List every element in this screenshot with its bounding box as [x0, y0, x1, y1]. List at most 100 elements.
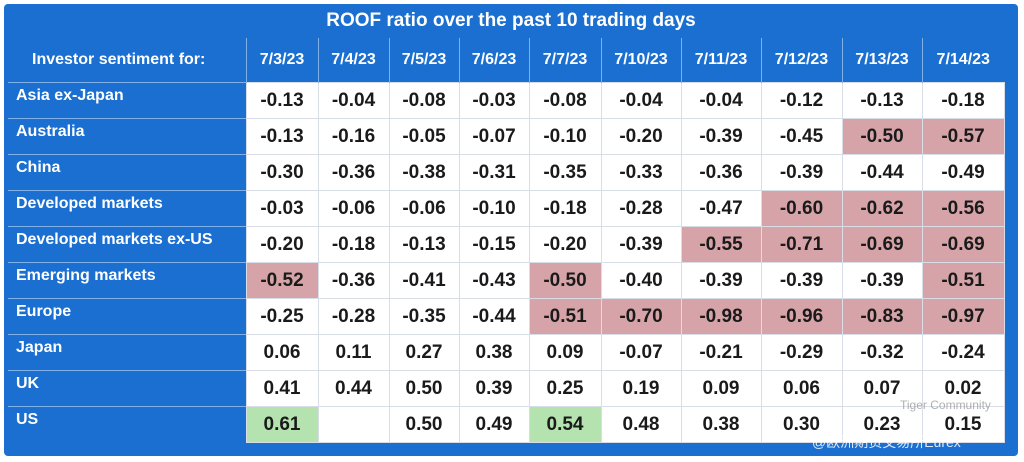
data-row: Developed markets -0.03 -0.06 -0.06 -0.10 -0.… — [8, 190, 1005, 227]
ratio-cell: -0.25 — [245, 298, 319, 335]
date-header: 7/5/23 — [388, 38, 459, 83]
ratio-cell: 0.02 — [921, 370, 1005, 407]
ratio-cell: -0.44 — [458, 298, 530, 335]
ratio-cell: -0.15 — [458, 226, 530, 263]
ratio-cell: 0.54 — [528, 406, 602, 443]
ratio-cell: 0.15 — [921, 406, 1005, 443]
ratio-cell: -0.38 — [388, 154, 460, 191]
ratio-cell: -0.56 — [921, 190, 1005, 227]
row-label: US — [8, 406, 246, 443]
data-row: US 0.61 0.50 0.49 0.54 0.48 0.38 0.30 0.23 0.15 — [8, 406, 1005, 443]
corner-label: Investor sentiment for: — [32, 51, 206, 68]
ratio-cell: -0.08 — [528, 82, 602, 119]
ratio-cell: -0.39 — [680, 118, 762, 155]
ratio-cell: -0.55 — [680, 226, 762, 263]
ratio-cell: -0.13 — [245, 118, 319, 155]
ratio-cell: 0.19 — [600, 370, 682, 407]
ratio-cell: -0.10 — [528, 118, 602, 155]
ratio-cell: -0.69 — [841, 226, 923, 263]
ratio-cell: -0.43 — [458, 262, 530, 299]
ratio-cell: 0.44 — [317, 370, 390, 407]
ratio-cell: -0.03 — [245, 190, 319, 227]
date-header: 7/10/23 — [600, 38, 681, 83]
date-header: 7/14/23 — [921, 38, 1004, 83]
ratio-cell: -0.20 — [528, 226, 602, 263]
data-row: Europe -0.25 -0.28 -0.35 -0.44 -0.51 -0.70 -0.9… — [8, 298, 1005, 335]
ratio-cell: -0.69 — [921, 226, 1005, 263]
sentiment-table: Investor sentiment for: 7/3/23 7/4/23 7/5/2… — [8, 38, 1005, 443]
ratio-cell: -0.51 — [921, 262, 1005, 299]
ratio-cell: -0.96 — [760, 298, 843, 335]
ratio-cell: 0.09 — [680, 370, 762, 407]
ratio-cell: -0.51 — [528, 298, 602, 335]
ratio-cell: -0.13 — [245, 82, 319, 119]
ratio-cell: -0.06 — [317, 190, 390, 227]
row-label: Australia — [8, 118, 246, 155]
date-header: 7/12/23 — [760, 38, 842, 83]
ratio-cell: 0.61 — [245, 406, 319, 443]
data-row: Emerging markets -0.52 -0.36 -0.41 -0.43 -0.5… — [8, 262, 1005, 299]
data-row: China -0.30 -0.36 -0.38 -0.31 -0.35 -0.33 -0.36… — [8, 154, 1005, 191]
ratio-cell: -0.04 — [317, 82, 390, 119]
roof-table-panel: ROOF ratio over the past 10 trading days… — [4, 4, 1018, 456]
ratio-cell: 0.38 — [458, 334, 530, 371]
ratio-cell: -0.10 — [458, 190, 530, 227]
ratio-cell: -0.12 — [760, 82, 843, 119]
ratio-cell: 0.23 — [841, 406, 923, 443]
ratio-cell: -0.05 — [388, 118, 460, 155]
ratio-cell: -0.32 — [841, 334, 923, 371]
ratio-cell: -0.35 — [388, 298, 460, 335]
date-header: 7/4/23 — [317, 38, 389, 83]
ratio-cell: -0.04 — [600, 82, 682, 119]
data-row: Australia -0.13 -0.16 -0.05 -0.07 -0.10 -0.20-… — [8, 118, 1005, 155]
ratio-cell: -0.18 — [528, 190, 602, 227]
data-row: Asia ex-Japan -0.13 -0.04 -0.08 -0.03 -0.08 -0… — [8, 82, 1005, 119]
ratio-cell: -0.13 — [841, 82, 923, 119]
ratio-cell — [317, 406, 390, 443]
header-row: Investor sentiment for: 7/3/23 7/4/23 7/5/2… — [8, 38, 1004, 83]
ratio-cell: -0.50 — [841, 118, 923, 155]
ratio-cell: -0.62 — [841, 190, 923, 227]
ratio-cell: -0.03 — [458, 82, 530, 119]
date-header: 7/6/23 — [458, 38, 529, 83]
ratio-cell: -0.45 — [760, 118, 843, 155]
row-label: Developed markets — [8, 190, 246, 227]
ratio-cell: -0.36 — [317, 154, 390, 191]
row-label: UK — [8, 370, 246, 407]
ratio-cell: -0.20 — [600, 118, 682, 155]
ratio-cell: -0.24 — [921, 334, 1005, 371]
ratio-cell: -0.08 — [388, 82, 460, 119]
date-header: 7/7/23 — [528, 38, 601, 83]
ratio-cell: 0.41 — [245, 370, 319, 407]
ratio-cell: -0.18 — [921, 82, 1005, 119]
watermark-brand: Tiger Community — [900, 398, 991, 412]
date-header: 7/3/23 — [245, 38, 318, 83]
ratio-cell: -0.41 — [388, 262, 460, 299]
ratio-cell: 0.48 — [600, 406, 682, 443]
table-title: ROOF ratio over the past 10 trading days — [326, 10, 696, 31]
data-row: Japan 0.06 0.11 0.27 0.38 0.09 -0.07 -0.21 -0.29… — [8, 334, 1005, 371]
row-label: Asia ex-Japan — [8, 82, 246, 119]
ratio-cell: -0.21 — [680, 334, 762, 371]
ratio-cell: -0.39 — [841, 262, 923, 299]
data-row: Developed markets ex-US -0.20 -0.18 -0.13 -0… — [8, 226, 1005, 263]
ratio-cell: -0.39 — [760, 154, 843, 191]
ratio-cell: 0.38 — [680, 406, 762, 443]
row-label: Japan — [8, 334, 246, 371]
ratio-cell: -0.36 — [680, 154, 762, 191]
ratio-cell: 0.06 — [760, 370, 843, 407]
ratio-cell: -0.04 — [680, 82, 762, 119]
row-label: Emerging markets — [8, 262, 246, 299]
watermark-handle: @欧洲期货交易所Eurex — [812, 434, 961, 450]
row-label: Developed markets ex-US — [8, 226, 246, 263]
ratio-cell: 0.27 — [388, 334, 460, 371]
date-header: 7/13/23 — [841, 38, 922, 83]
ratio-cell: -0.20 — [245, 226, 319, 263]
ratio-cell: -0.98 — [680, 298, 762, 335]
ratio-cell: -0.39 — [760, 262, 843, 299]
date-header: 7/11/23 — [680, 38, 761, 83]
ratio-cell: -0.33 — [600, 154, 682, 191]
ratio-cell: -0.97 — [921, 298, 1005, 335]
ratio-cell: -0.70 — [600, 298, 682, 335]
ratio-cell: -0.29 — [760, 334, 843, 371]
